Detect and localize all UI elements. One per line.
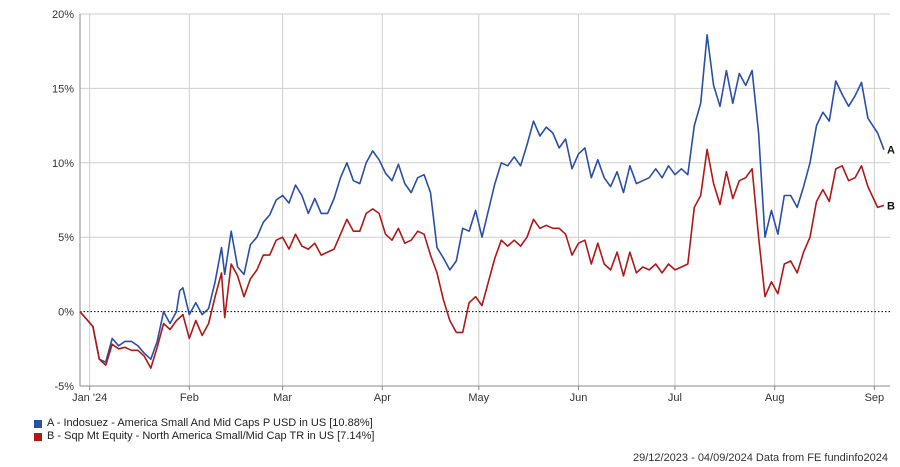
x-tick-label: Mar <box>273 392 292 404</box>
performance-chart: -5%0%5%10%15%20% Jan '24 Feb Mar Apr May Jun J… <box>52 9 895 404</box>
x-tick-label: Jul <box>668 392 682 404</box>
legend-entry-a: A - Indosuez - America Small And Mid Cap… <box>34 417 374 430</box>
x-tick-label: Apr <box>374 392 391 404</box>
y-tick-label: 20% <box>52 9 74 21</box>
x-tick-label: Jan '24 <box>72 392 107 404</box>
x-tick-label: Jun <box>570 392 588 404</box>
x-tick-label: Sep <box>865 392 885 404</box>
axes <box>79 14 890 387</box>
series-end-label-a: A <box>887 145 895 157</box>
series-end-labels: AB <box>887 145 895 213</box>
legend-label-b: B - Sqp Mt Equity - North America Small/… <box>47 430 375 442</box>
data-source-footer: 29/12/2023 - 04/09/2024 Data from FE fun… <box>632 452 888 464</box>
y-tick-label: 0% <box>58 307 74 319</box>
legend-label-a: A - Indosuez - America Small And Mid Cap… <box>47 417 373 429</box>
x-tick-label: Feb <box>180 392 199 404</box>
series-line-b <box>79 148 885 369</box>
x-tick-labels: Jan '24 Feb Mar Apr May Jun Jul Aug Sep <box>72 392 884 404</box>
y-tick-label: 10% <box>52 158 74 170</box>
legend: A - Indosuez - America Small And Mid Cap… <box>34 417 374 443</box>
series-end-label-b: B <box>887 200 895 212</box>
x-tick-label: Aug <box>765 392 785 404</box>
y-tick-labels: -5% 0% 5% 10% 15% 20% <box>52 9 74 393</box>
legend-swatch-b <box>34 432 42 441</box>
legend-swatch-a <box>34 419 42 428</box>
y-tick-label: -5% <box>54 381 74 393</box>
legend-entry-b: B - Sqp Mt Equity - North America Small/… <box>34 430 374 443</box>
y-tick-label: 15% <box>52 83 74 95</box>
y-tick-label: 5% <box>58 232 74 244</box>
gridlines <box>80 13 890 390</box>
series-lines <box>79 34 885 369</box>
series-line-a <box>79 34 885 363</box>
x-tick-label: May <box>468 392 489 404</box>
